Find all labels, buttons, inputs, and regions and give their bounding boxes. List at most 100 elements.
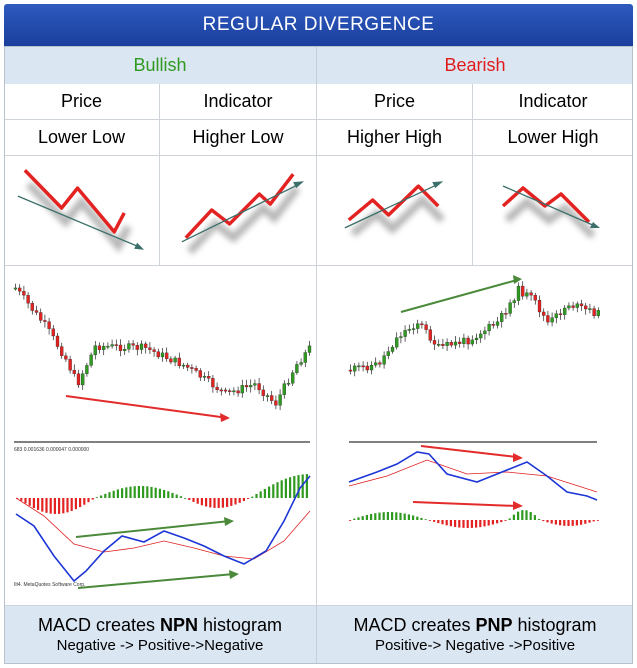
candle-body [236, 390, 240, 394]
histogram-bar [226, 498, 229, 507]
candle-body [265, 395, 270, 397]
histogram-bar [121, 488, 124, 498]
candle-body [420, 323, 424, 326]
histogram-bar [542, 520, 545, 522]
histogram-bar [470, 520, 473, 528]
indicator-zigzag [501, 185, 591, 223]
trend-arrow [17, 195, 142, 248]
candle-body [445, 342, 449, 346]
bearish-footer-line2: Positive-> Negative ->Positive [374, 637, 576, 654]
candle-body [584, 305, 588, 310]
histogram-bar [179, 496, 182, 498]
histogram-bar [301, 474, 304, 498]
price-candles [348, 281, 600, 377]
histogram-bar [571, 520, 574, 526]
candle-body [411, 328, 416, 330]
arrow-head [293, 180, 305, 188]
macd-line [15, 475, 311, 583]
bearish-footer-line1: MACD creates PNP histogram [353, 614, 596, 636]
candle-body [542, 311, 546, 316]
candle-body [249, 385, 253, 388]
histogram-bar [62, 498, 65, 514]
histogram-bar [280, 480, 283, 498]
histogram-bar [563, 520, 566, 526]
histogram-bar [349, 520, 352, 521]
candle-body [215, 386, 219, 391]
candle-body [55, 335, 60, 347]
histogram-bar [163, 489, 166, 498]
histogram-bar [217, 498, 220, 508]
trend-arrow [502, 184, 596, 227]
histogram-bar [416, 516, 419, 520]
bearish-price-header: Price [317, 84, 473, 120]
histogram-bar [49, 498, 52, 514]
candle-body [110, 344, 114, 347]
histogram-bar [546, 520, 549, 523]
histogram-bar [424, 519, 427, 521]
histogram-bar [150, 486, 153, 498]
candle-body [537, 300, 542, 313]
candle-body [228, 390, 232, 393]
histogram-bar [365, 514, 368, 520]
histogram-bar [58, 498, 61, 514]
price-divergence-line [65, 395, 229, 419]
candle-body [525, 292, 529, 297]
histogram-bar [487, 520, 490, 526]
indicator-divergence-line-upper [420, 445, 518, 458]
histogram-bar [133, 486, 136, 498]
candle-body [365, 365, 369, 371]
candle-body [487, 324, 491, 332]
candle-body [546, 315, 550, 323]
candle-body [395, 337, 399, 348]
histogram-bar [137, 486, 140, 498]
bearish-chart-panel [317, 266, 633, 606]
candle-body [156, 351, 160, 358]
candle-body [219, 389, 223, 392]
histogram-bar [100, 495, 103, 498]
histogram-bar [297, 475, 300, 498]
candle-body [34, 310, 39, 313]
candle-body [194, 368, 198, 371]
histogram-bar [175, 494, 178, 498]
histogram-bar [533, 515, 536, 520]
candle-body [529, 292, 533, 296]
histogram-bar [188, 498, 191, 501]
histogram-bar [525, 510, 528, 520]
histogram-bar [108, 492, 111, 498]
candle-body [291, 372, 295, 384]
candle-body [26, 295, 30, 304]
footer-text: MACD creates [37, 615, 160, 635]
candle-body [550, 317, 554, 323]
bullish-chart-panel: 683 0.001636 0.000047 0.000000 Ilt4. Met… [4, 266, 317, 606]
footer-text: MACD creates [353, 615, 476, 635]
candle-body [278, 394, 282, 406]
arrow-head [513, 453, 523, 462]
footer-bold-text: PNP [475, 615, 513, 635]
candle-body [47, 321, 51, 329]
histogram-bar [538, 519, 541, 520]
bearish-indicator-header: Indicator [473, 84, 633, 120]
histogram-bar [554, 520, 557, 525]
candle-body [282, 383, 286, 395]
candle-body [357, 365, 361, 368]
indicator-readout: 683 0.001636 0.000047 0.000000 [14, 447, 89, 453]
candle-body [374, 362, 378, 366]
histogram-bar [146, 486, 149, 498]
candle-body [474, 337, 479, 341]
candle-body [512, 300, 516, 303]
candle-body [81, 373, 85, 386]
histogram-bar [500, 520, 503, 523]
candle-body [307, 345, 312, 353]
price-zigzag [23, 168, 126, 234]
histogram-bar [45, 498, 48, 513]
footer-text: histogram [198, 615, 283, 635]
candle-body [118, 344, 123, 351]
histogram-bar [171, 492, 174, 498]
histogram-bar [496, 520, 499, 524]
candle-body [102, 346, 106, 350]
histogram-bar [370, 514, 373, 520]
candle-body [441, 344, 445, 346]
candle-body [202, 376, 207, 378]
histogram-bar [479, 520, 482, 528]
